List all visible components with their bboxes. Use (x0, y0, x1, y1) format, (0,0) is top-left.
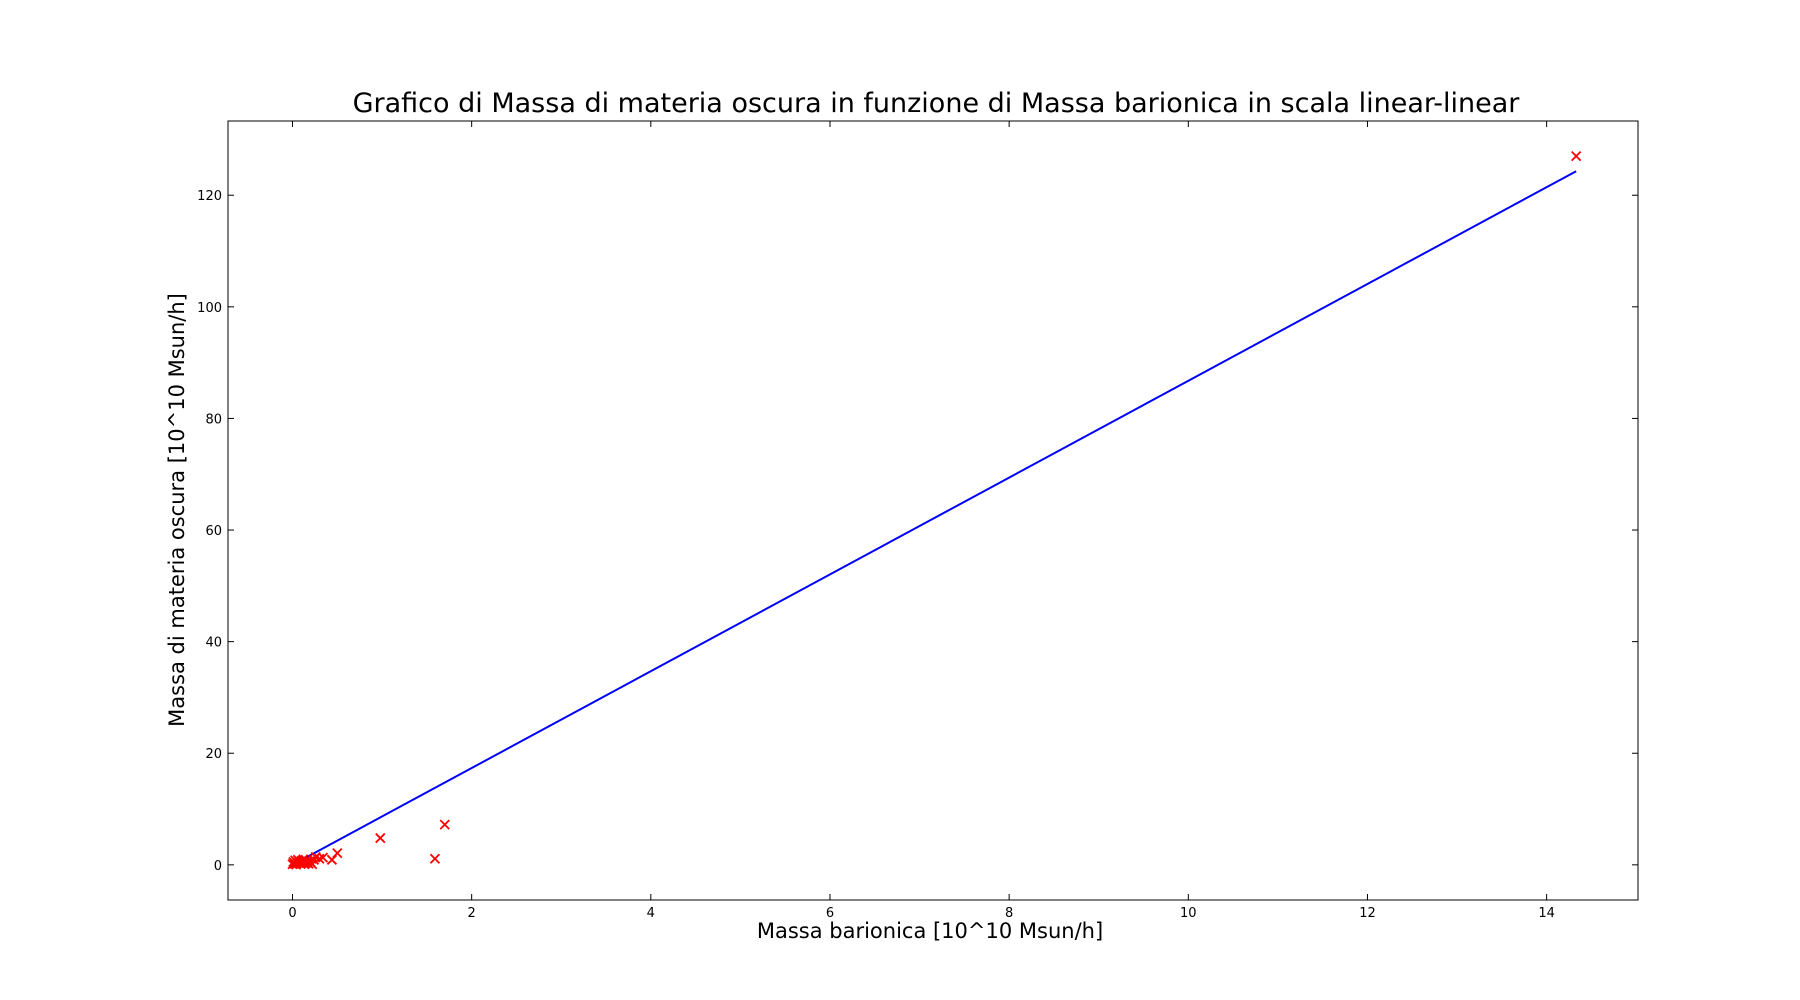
x-tick-label: 0 (288, 906, 296, 921)
x-tick-label: 6 (826, 906, 834, 921)
scatter-point (314, 853, 325, 864)
y-tick-label: 20 (205, 747, 222, 762)
x-tick-label: 10 (1180, 906, 1197, 921)
fit-line (292, 170, 1577, 866)
scatter-point (332, 847, 343, 859)
y-axis-label: Massa di materia oscura [10^10 Msun/h] (165, 293, 189, 727)
y-tick-label: 60 (205, 524, 222, 539)
plot-frame (227, 120, 1639, 901)
x-axis-label: Massa barionica [10^10 Msun/h] (757, 919, 1103, 943)
axis-ticks: 0 2 4 6 8 10 12 14 0 20 40 60 80 100 120 (197, 121, 1638, 921)
y-tick-label: 100 (197, 301, 222, 316)
scatter-point (326, 854, 338, 865)
y-tick-label: 0 (214, 859, 222, 874)
scatter-point (317, 852, 329, 863)
y-tick-label: 120 (197, 189, 222, 204)
y-tick-label: 80 (205, 412, 222, 427)
x-tick-label: 4 (647, 906, 655, 921)
chart-title: Grafico di Massa di materia oscura in fu… (353, 88, 1521, 119)
x-tick-label: 14 (1538, 906, 1555, 921)
scatter-point (429, 853, 441, 864)
plot-area (227, 120, 1639, 901)
y-tick-label: 40 (205, 636, 222, 651)
x-tick-label: 8 (1005, 906, 1013, 921)
x-tick-label: 2 (468, 906, 476, 921)
x-tick-label: 12 (1359, 906, 1376, 921)
data-marks (287, 151, 1582, 870)
scatter-point (375, 832, 386, 844)
scatter-point (439, 819, 450, 830)
scatter-point (1571, 151, 1582, 162)
